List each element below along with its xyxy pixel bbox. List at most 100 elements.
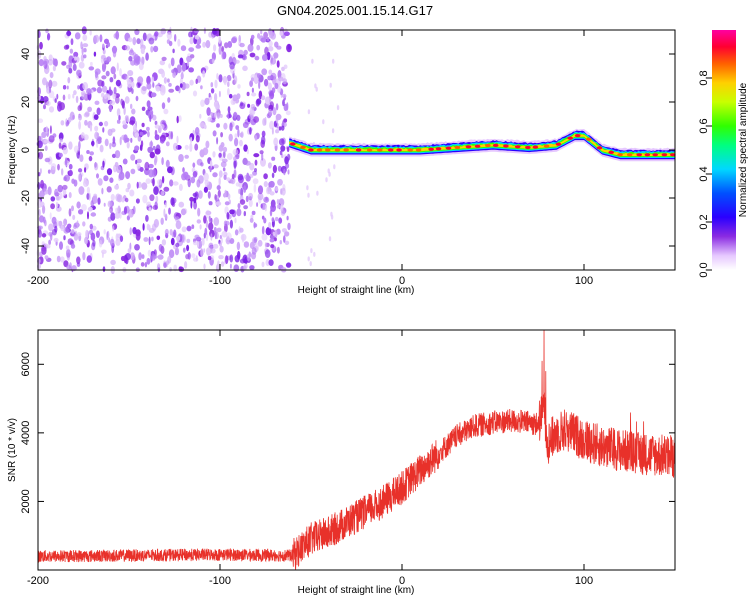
- signal-peak-dot: [652, 153, 658, 157]
- noise-speck: [313, 251, 316, 257]
- noise-blob: [265, 258, 270, 267]
- noise-blob: [58, 132, 64, 141]
- noise-blob: [271, 127, 274, 135]
- snr-x-axis-title: Height of straight line (km): [298, 585, 415, 596]
- noise-blob: [124, 96, 130, 104]
- noise-blob: [66, 248, 71, 258]
- noise-blob: [175, 235, 181, 242]
- noise-blob: [202, 70, 206, 78]
- noise-blob: [195, 78, 198, 84]
- noise-blob: [81, 132, 85, 139]
- noise-blob: [234, 169, 237, 178]
- noise-blob: [243, 241, 250, 248]
- noise-blob: [249, 241, 255, 249]
- noise-blob: [39, 168, 42, 174]
- noise-blob: [158, 244, 163, 252]
- noise-blob: [72, 93, 75, 99]
- noise-blob: [105, 70, 110, 77]
- noise-blob: [106, 231, 109, 241]
- noise-blob: [249, 80, 254, 87]
- noise-blob: [159, 60, 166, 66]
- noise-blob: [194, 143, 199, 151]
- noise-blob: [84, 119, 88, 126]
- noise-blob: [161, 56, 167, 62]
- snr-frame: [37, 329, 676, 571]
- noise-blob: [201, 237, 205, 246]
- noise-blob: [149, 109, 154, 115]
- noise-blob: [246, 172, 250, 181]
- noise-speck: [307, 109, 311, 115]
- noise-blob: [101, 249, 107, 255]
- noise-blob: [216, 73, 219, 80]
- noise-blob: [125, 197, 129, 203]
- noise-blob: [187, 178, 191, 188]
- signal-peak-dot: [325, 148, 331, 152]
- noise-blob: [211, 33, 215, 39]
- signal-peak-dot: [670, 153, 676, 157]
- noise-blob: [180, 45, 187, 52]
- noise-blob: [127, 248, 131, 254]
- noise-blob: [209, 248, 216, 254]
- noise-blob: [198, 190, 203, 199]
- noise-blob: [62, 184, 68, 190]
- noise-blob: [47, 169, 51, 174]
- signal-peak-dot: [574, 134, 581, 138]
- noise-blob: [109, 208, 112, 214]
- spectrogram-y-tick-label: -40: [20, 238, 32, 254]
- noise-blob: [132, 37, 137, 46]
- spectrogram-noise-cloud: [36, 26, 340, 274]
- noise-blob: [263, 78, 269, 87]
- noise-blob: [170, 57, 175, 67]
- noise-blob: [264, 242, 268, 248]
- noise-blob: [81, 204, 87, 211]
- noise-blob: [278, 138, 285, 146]
- noise-blob: [219, 242, 222, 247]
- noise-blob: [172, 181, 179, 186]
- noise-blob: [165, 141, 170, 147]
- snr-y-tick-label: 2000: [20, 489, 32, 513]
- noise-blob: [229, 219, 233, 229]
- signal-peak-dot: [644, 153, 651, 157]
- noise-blob: [233, 156, 237, 162]
- noise-blob: [115, 238, 121, 246]
- noise-speck: [309, 261, 312, 267]
- noise-blob: [261, 225, 265, 235]
- noise-blob: [86, 255, 93, 263]
- noise-blob: [269, 101, 274, 110]
- noise-speck: [327, 168, 330, 174]
- noise-blob: [72, 63, 77, 71]
- noise-blob: [167, 78, 170, 83]
- noise-blob: [66, 264, 71, 270]
- noise-blob: [97, 197, 101, 205]
- noise-blob: [104, 38, 109, 44]
- noise-blob: [226, 177, 231, 182]
- noise-blob: [112, 136, 116, 145]
- noise-speck: [328, 236, 332, 242]
- noise-blob: [280, 209, 286, 216]
- spectrogram-signal-track: [289, 128, 676, 162]
- noise-blob: [200, 248, 204, 258]
- noise-blob: [114, 184, 119, 190]
- noise-blob: [158, 68, 165, 75]
- noise-blob: [186, 225, 192, 232]
- colorbar-tick-label: 0.8: [698, 70, 710, 85]
- noise-blob: [263, 173, 268, 180]
- signal-peak-dot: [514, 145, 521, 149]
- noise-blob: [147, 249, 152, 257]
- noise-blob: [227, 41, 233, 48]
- noise-blob: [273, 237, 277, 242]
- noise-blob: [96, 140, 99, 148]
- noise-blob: [168, 40, 173, 47]
- noise-blob: [192, 171, 198, 178]
- noise-blob: [155, 85, 161, 92]
- noise-speck: [330, 214, 334, 220]
- noise-blob: [249, 109, 256, 116]
- noise-blob: [128, 55, 133, 62]
- signal-peak-dot: [525, 145, 531, 150]
- noise-blob: [232, 94, 238, 102]
- noise-blob: [239, 199, 246, 205]
- noise-blob: [122, 120, 127, 125]
- noise-blob: [102, 160, 105, 168]
- signal-peak-dot: [474, 144, 481, 148]
- noise-blob: [44, 145, 48, 151]
